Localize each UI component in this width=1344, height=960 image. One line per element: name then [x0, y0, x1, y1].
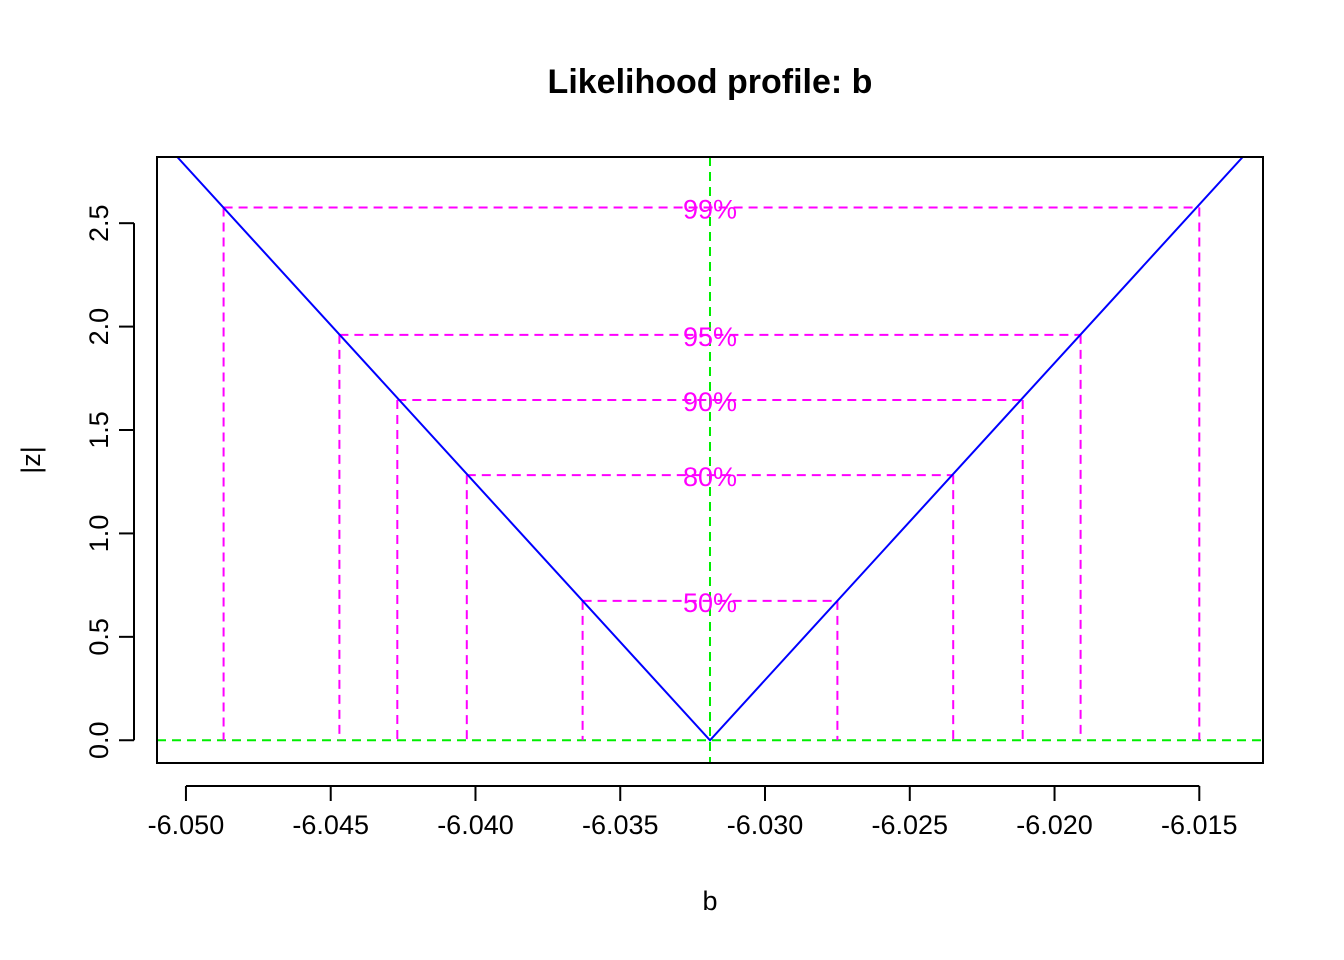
- y-tick-label-0: 0.0: [84, 721, 114, 759]
- x-tick-label-2: -6.040: [437, 810, 514, 840]
- level-label-1: 80%: [683, 462, 737, 492]
- x-tick-label-4: -6.030: [727, 810, 804, 840]
- y-tick-label-3: 1.5: [84, 411, 114, 449]
- plot-frame: [156, 156, 1264, 764]
- y-axis-label: |z|: [16, 446, 46, 474]
- x-tick-label-0: -6.050: [148, 810, 225, 840]
- x-tick-label-1: -6.045: [292, 810, 369, 840]
- y-tick-label-2: 1.0: [84, 515, 114, 553]
- level-label-0: 50%: [683, 588, 737, 618]
- plot-content: [157, 157, 1263, 763]
- x-tick-label-7: -6.015: [1161, 810, 1238, 840]
- chart-title: Likelihood profile: b: [548, 63, 873, 101]
- y-tick-label-5: 2.5: [84, 204, 114, 242]
- x-axis-label: b: [702, 886, 717, 916]
- y-tick-label-4: 2.0: [84, 308, 114, 346]
- level-label-3: 95%: [683, 322, 737, 352]
- level-label-2: 90%: [683, 387, 737, 417]
- x-tick-label-6: -6.020: [1016, 810, 1093, 840]
- profile-line-0: [176, 157, 1244, 742]
- level-label-4: 99%: [683, 194, 737, 224]
- x-tick-label-3: -6.035: [582, 810, 659, 840]
- plot-area: 50% 80% 90% 95% 99% -6.050 -6.045 -6.040 -6.035 -…: [84, 156, 1264, 840]
- x-tick-label-5: -6.025: [871, 810, 948, 840]
- y-tick-label-1: 0.5: [84, 618, 114, 656]
